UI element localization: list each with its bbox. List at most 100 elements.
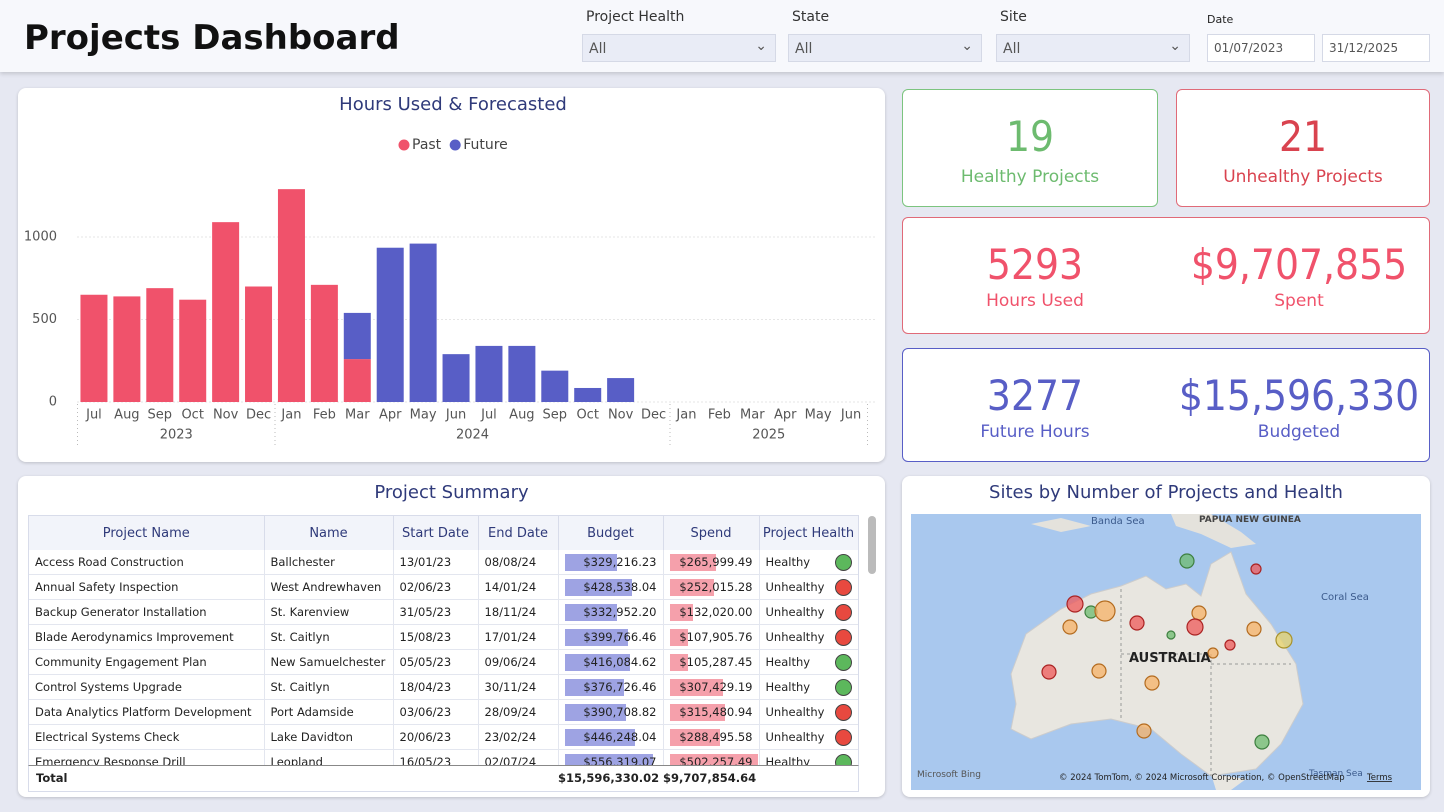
bar [541,370,569,402]
cell: West Andrewhaven [264,574,394,600]
data-bar [669,754,758,766]
cell: 23/02/24 [478,724,559,750]
cell: Access Road Construction [29,550,265,575]
map[interactable]: Banda Sea PAPUA NEW GUINEA Coral Sea AUS… [911,514,1421,790]
x-tick-label: Sep [543,408,568,423]
land [1171,514,1256,548]
cell: 20/06/23 [393,724,479,750]
map-terms[interactable]: Terms [1366,773,1393,783]
bar [113,296,141,402]
cell: $307,429.19 [663,674,760,700]
kpi-label: Spent [1274,291,1324,311]
cell-value: $502,257.49 [679,755,753,767]
health-label: Healthy [765,680,811,694]
site[interactable] [1246,621,1262,637]
legend-label: Past [412,137,442,153]
data-bar [669,554,717,571]
scrollbar[interactable] [868,516,876,574]
health-dot [834,729,852,746]
health-label: Healthy [765,655,811,669]
filter-label: State [792,9,830,25]
bar [508,345,536,402]
data-bar [564,579,633,596]
date-input[interactable]: 31/12/2025 [1322,34,1430,62]
site[interactable] [1191,605,1207,621]
health-dot [834,704,852,721]
cell: $428,538.04 [558,574,664,600]
site[interactable] [1250,563,1262,575]
filter-dropdown[interactable]: All ⌄ [582,34,776,62]
site[interactable] [1224,639,1236,651]
health-label: Healthy [765,555,811,569]
site[interactable] [1254,734,1270,750]
cell: $390,708.82 [558,699,664,725]
site[interactable] [1207,647,1219,659]
x-tick-label: Nov [608,408,634,423]
kpi-card: 21 Unhealthy Projects [1176,89,1430,207]
cell: 13/01/23 [393,550,479,575]
bar [245,286,273,402]
bar [607,378,635,402]
table-row: Control Systems Upgrade St. Caitlyn 18/04/… [29,674,858,700]
date-from: 01/07/2023 [1214,41,1284,55]
cell: Healthy [759,550,858,575]
data-bar [669,704,725,721]
site[interactable] [1136,723,1152,739]
site[interactable] [1179,553,1195,569]
filter-value: All [589,41,607,57]
health-label: Unhealthy [765,705,825,719]
date-input[interactable]: 01/07/2023 [1207,34,1315,62]
table-row: Blade Aerodynamics Improvement St. Caitly… [29,624,858,650]
table-row: Backup Generator Installation St. Karenvi… [29,599,858,625]
site[interactable] [1094,600,1116,622]
kpi-label: Budgeted [1257,422,1341,442]
cell-value: $416,084.62 [583,655,657,669]
site[interactable] [1129,615,1145,631]
cell: Unhealthy [759,699,858,725]
x-tick-label: Mar [740,408,765,423]
site[interactable] [1041,664,1057,680]
map-label: Banda Sea [1091,516,1145,527]
table-wrap: Project Name Name Start Date End Date Budget… [28,515,859,767]
column-header: Start Date [393,516,479,550]
site[interactable] [1062,619,1078,635]
kpi-card: 19 Healthy Projects [902,89,1158,207]
site[interactable] [1166,630,1176,640]
total-spend: $9,707,854.64 [663,771,757,785]
cell: Ballchester [264,550,394,575]
total-label: Total [36,771,68,785]
bar [146,288,174,402]
cell: Unhealthy [759,724,858,750]
x-tick-label: Jul [480,408,497,423]
site[interactable] [1091,663,1107,679]
health-dot [834,554,852,571]
legend-marker [449,139,461,151]
health-dot [834,679,852,696]
site[interactable] [1144,675,1160,691]
column-header: Name [264,516,394,550]
filter-value: All [795,41,813,57]
site[interactable] [1066,595,1084,613]
cell: Leopland [264,749,394,766]
cell: Unhealthy [759,574,858,600]
cell-value: $556,319.07 [583,755,657,767]
map-panel: Sites by Number of Projects and Health B… [902,476,1430,797]
cell-value: $315,480.94 [679,705,753,719]
site[interactable] [1186,618,1204,636]
cell: $329,216.23 [558,550,664,575]
data-bar [564,729,636,746]
data-bar [564,554,617,571]
filter-dropdown[interactable]: All ⌄ [996,34,1190,62]
cell-value: $446,248.04 [583,730,657,744]
data-bar [564,679,625,696]
data-bar [669,579,714,596]
cell: Control Systems Upgrade [29,674,265,700]
site[interactable] [1275,631,1293,649]
kpi-value: 3277 [986,371,1084,420]
x-tick-label: Apr [774,408,797,423]
filter-dropdown[interactable]: All ⌄ [788,34,982,62]
cell: Annual Safety Inspection [29,574,265,600]
table-row: Access Road Construction Ballchester 13/01… [29,550,858,575]
table-title: Project Summary [374,482,529,503]
